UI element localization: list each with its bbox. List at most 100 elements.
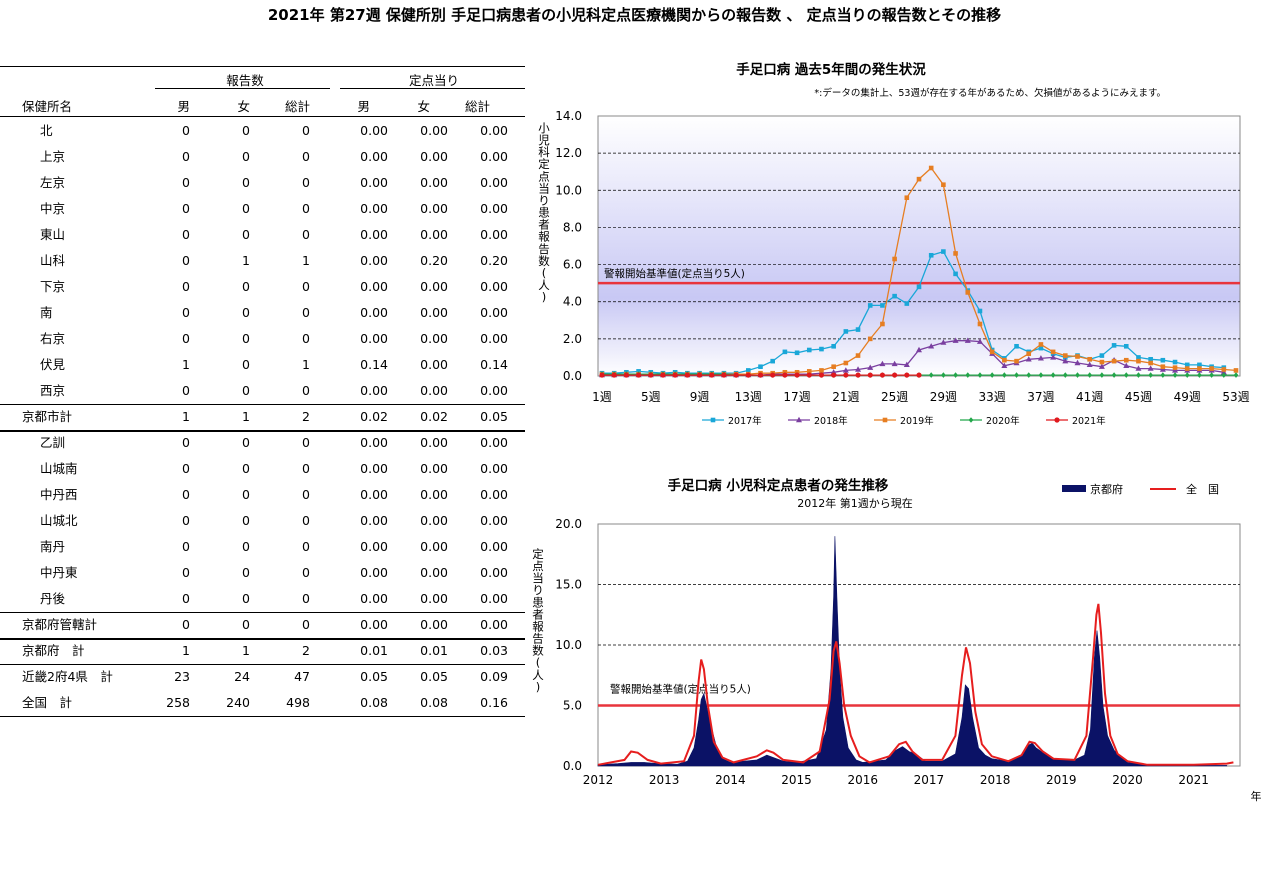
data-point [879, 360, 886, 367]
threshold-label: 警報開始基準値(定点当り5人) [604, 267, 745, 280]
data-point [940, 372, 946, 378]
legend-label: 2017年 [728, 415, 762, 427]
row-name: 京都府 計 [22, 643, 85, 658]
y-tick-label: 0.0 [563, 369, 582, 383]
row-value: 0 [302, 383, 310, 398]
row-value: 0.00 [420, 331, 448, 346]
data-point [1099, 353, 1105, 358]
chart-title: 手足口病 過去5年間の発生状況 [736, 61, 926, 78]
data-point [806, 369, 812, 374]
row-value: 0.00 [360, 435, 388, 450]
row-value: 0 [242, 435, 250, 450]
x-tick-label: 2014 [715, 773, 746, 787]
row-value: 0.00 [480, 565, 508, 580]
row-value: 0 [182, 383, 190, 398]
row-name: 右京 [40, 331, 66, 346]
row-value: 0.00 [480, 617, 508, 632]
row-value: 0.02 [360, 409, 388, 424]
row-value: 0 [242, 487, 250, 502]
ylabel-char: 数 [532, 644, 544, 658]
row-value: 0.00 [420, 617, 448, 632]
data-point [843, 372, 849, 378]
data-point [831, 372, 837, 378]
data-point [1147, 365, 1154, 371]
table-rule [155, 88, 330, 89]
row-value: 0.00 [480, 201, 508, 216]
row-value: 0 [182, 201, 190, 216]
data-point [1136, 355, 1141, 360]
ylabel-char: 点 [532, 559, 544, 573]
column-header-name: 保健所名 [22, 99, 73, 114]
x-tick-label: 2021 [1178, 773, 1209, 787]
row-value: 0.20 [420, 253, 448, 268]
data-point [660, 372, 666, 378]
row-value: 1 [242, 409, 250, 424]
row-name: 京都市計 [22, 409, 73, 424]
row-name: 中京 [40, 201, 66, 216]
row-value: 0.00 [360, 539, 388, 554]
data-point [1123, 362, 1130, 368]
data-point [1075, 354, 1080, 359]
row-value: 1 [242, 253, 250, 268]
row-value: 0.00 [480, 331, 508, 346]
table-row: 山城南 0 0 0 0.00 0.00 0.00 [0, 456, 528, 482]
row-value: 0.00 [480, 383, 508, 398]
data-point [842, 367, 849, 373]
row-value: 0 [182, 253, 190, 268]
group-header-reports: 報告数 [226, 73, 264, 88]
data-point [794, 350, 800, 356]
row-value: 0 [182, 565, 190, 580]
data-point [976, 338, 983, 344]
x-tick-label: 2017 [914, 773, 945, 787]
data-point [1172, 359, 1178, 365]
data-point [672, 372, 678, 378]
data-point [684, 372, 690, 378]
ylabel-char: 者 [532, 607, 544, 621]
data-point [757, 372, 764, 378]
row-value: 0.00 [360, 487, 388, 502]
chart-5year-svg: 手足口病 過去5年間の発生状況 *:データの集計上、53週が存在する年があるため、… [538, 61, 1249, 427]
data-point [721, 372, 727, 378]
table-row: 京都府管轄計 0 0 0 0.00 0.00 0.00 [0, 612, 528, 638]
table-row: 近畿2府4県 計 23 24 47 0.05 0.05 0.09 [0, 664, 528, 690]
row-name: 丹後 [40, 591, 66, 606]
data-point [1001, 362, 1008, 368]
data-point [977, 308, 983, 314]
row-name: 東山 [40, 227, 66, 242]
data-point [916, 176, 922, 182]
row-value: 0.00 [420, 175, 448, 190]
chart-subtitle: 2012年 第1週から現在 [797, 496, 913, 510]
table-row: 中丹西 0 0 0 0.00 0.00 0.00 [0, 482, 528, 508]
y-tick-label: 12.0 [555, 146, 582, 160]
legend-label: 京都府 [1090, 482, 1123, 496]
data-point [904, 195, 910, 201]
data-point [806, 347, 812, 353]
row-value: 0 [182, 331, 190, 346]
data-point [599, 372, 605, 378]
data-point [1026, 351, 1032, 357]
chart-trend-svg: 手足口病 小児科定点患者の発生推移 2012年 第1週から現在 0.0 5.0 10.0… [532, 477, 1261, 803]
ylabel-char: 点 [538, 169, 550, 183]
row-value: 1 [302, 357, 310, 372]
row-name: 上京 [40, 149, 66, 164]
row-value: 0 [182, 279, 190, 294]
ylabel-char: 当 [538, 181, 550, 195]
row-value: 0 [242, 513, 250, 528]
data-point [1050, 349, 1056, 355]
legend-marker [882, 417, 888, 423]
data-point [745, 372, 751, 378]
data-point [952, 337, 959, 343]
data-point [1014, 372, 1019, 378]
data-point [635, 372, 642, 378]
row-value: 0.08 [420, 695, 448, 710]
y-tick-label: 6.0 [563, 258, 582, 272]
chart-title: 手足口病 小児科定点患者の発生推移 [668, 477, 889, 494]
page-title: 2021年 第27週 保健所別 手足口病患者の小児科定点医療機関からの報告数 、… [267, 6, 1002, 24]
row-value: 0.00 [360, 227, 388, 242]
ylabel-char: 患 [532, 595, 544, 609]
data-point [770, 358, 775, 364]
row-value: 0 [182, 539, 190, 554]
row-value: 0 [242, 617, 250, 632]
